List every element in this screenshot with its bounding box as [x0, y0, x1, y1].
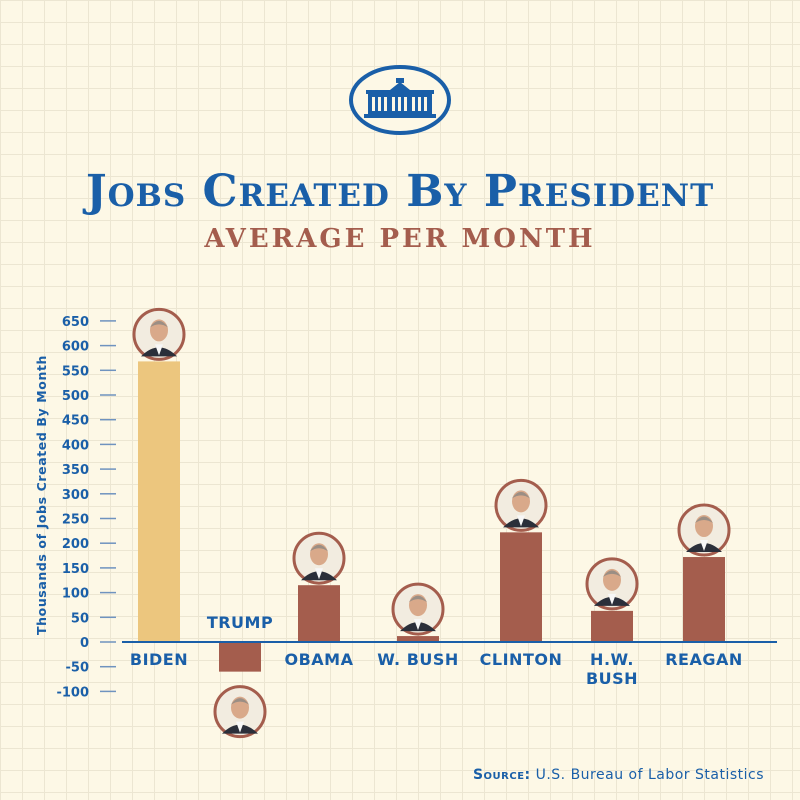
y-tick-label: 300	[62, 488, 89, 503]
bar-reagan	[683, 557, 725, 642]
y-tick-label: 350	[62, 463, 89, 478]
biden-portrait-icon	[132, 307, 186, 361]
bar-w-bush	[397, 636, 439, 642]
y-tick-label: 200	[62, 537, 89, 552]
category-label: OBAMA	[285, 650, 354, 669]
y-tick-label: 500	[62, 389, 89, 404]
clinton-portrait-icon	[494, 478, 548, 532]
bar-obama	[298, 585, 340, 642]
trump-portrait-icon	[213, 685, 267, 739]
source-note: Source: U.S. Bureau of Labor Statistics	[473, 767, 764, 783]
obama-portrait-icon	[292, 531, 346, 585]
y-tick-label: -50	[66, 661, 90, 676]
category-label: W. BUSH	[377, 650, 459, 669]
y-tick-label: 50	[71, 611, 89, 626]
bar-clinton	[500, 532, 542, 642]
y-axis-label: Thousands of Jobs Created By Month	[34, 355, 49, 635]
w-bush-portrait-icon	[391, 582, 445, 636]
source-text: U.S. Bureau of Labor Statistics	[535, 767, 764, 783]
reagan-portrait-icon	[677, 503, 731, 557]
category-label: H.W. BUSH	[586, 650, 638, 688]
y-tick-label: 0	[80, 636, 89, 651]
bar-biden	[138, 361, 180, 642]
chart-subtitle: AVERAGE PER MONTH	[204, 224, 596, 254]
bar-h-w-bush	[591, 610, 633, 642]
hw-bush-portrait-icon	[585, 557, 639, 611]
category-label: BIDEN	[130, 650, 188, 669]
y-tick-label: 150	[62, 562, 89, 577]
category-label: TRUMP	[207, 613, 273, 632]
white-house-icon	[349, 65, 451, 135]
y-tick-label: -100	[56, 685, 89, 700]
y-tick-label: 550	[62, 364, 89, 379]
bar-trump	[219, 642, 261, 672]
y-tick-label: 100	[62, 587, 89, 602]
y-tick-label: 600	[62, 340, 89, 355]
category-label: REAGAN	[665, 650, 743, 669]
category-label: CLINTON	[480, 650, 563, 669]
y-tick-label: 450	[62, 414, 89, 429]
chart-title: Jobs Created By President	[85, 166, 715, 217]
source-label: Source:	[472, 767, 531, 783]
y-tick-label: 400	[62, 438, 89, 453]
y-tick-label: 250	[62, 513, 89, 528]
y-tick-label: 650	[62, 315, 89, 330]
